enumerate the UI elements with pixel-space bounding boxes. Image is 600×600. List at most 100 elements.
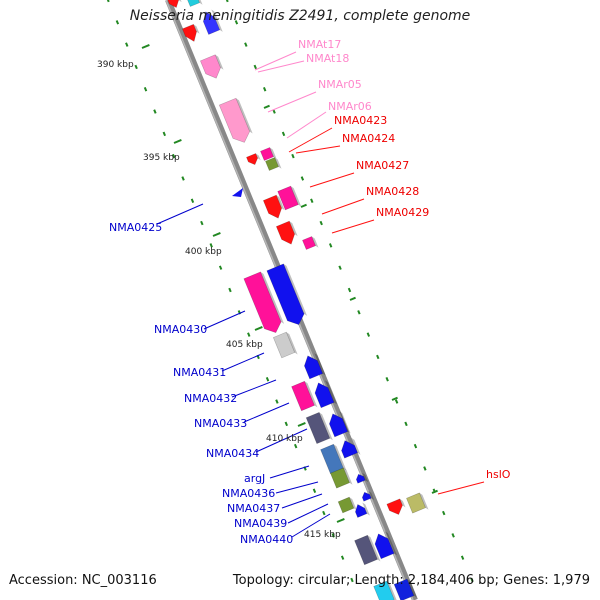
inner-dotted-ring	[322, 510, 326, 516]
outer-dotted-ring	[394, 399, 399, 404]
gene-hslo	[406, 492, 426, 514]
gene-nma0431-shade	[314, 353, 326, 376]
gene-bottom-blue	[393, 578, 415, 600]
gene-label-nma0433[interactable]: NMA0433	[194, 417, 247, 430]
outer-dotted-ring	[451, 533, 455, 538]
gene-nma0432	[291, 380, 315, 412]
gene-top-blue	[202, 11, 221, 35]
gene-small-blue-1	[355, 473, 366, 484]
gene-nmat-red	[182, 23, 197, 42]
gene-label-nma0425[interactable]: NMA0425	[109, 221, 162, 234]
gene-label-nma0437[interactable]: NMA0437	[227, 502, 280, 515]
leader-line	[291, 513, 331, 538]
inner-dotted-ring	[275, 399, 279, 404]
outer-dotted-ring	[442, 510, 446, 516]
gene-nmat-red-shade	[193, 24, 200, 34]
gene-nma0432-blue-shade	[324, 380, 338, 405]
gene-nma0431-grey-shade	[286, 332, 298, 355]
gene-label-nmat17[interactable]: NMAt17	[298, 38, 341, 51]
gene-nma0424	[265, 157, 279, 171]
kbp-label: 415 kbp	[304, 530, 341, 540]
gene-label-nma0427[interactable]: NMA0427	[356, 159, 409, 172]
gene-label-nma0431[interactable]: NMA0431	[173, 366, 226, 379]
gene-nma0431	[304, 355, 324, 380]
accession-text: Accession: NC_003116	[9, 573, 157, 588]
gene-label-nma0440[interactable]: NMA0440	[240, 533, 293, 546]
gene-nma0439-shade	[362, 502, 370, 516]
gene-nma0430-blue	[266, 263, 305, 326]
inner-dotted-ring	[153, 109, 157, 114]
leader-line	[275, 481, 319, 494]
label-leader-lines	[156, 51, 485, 538]
gene-label-nma0429[interactable]: NMA0429	[376, 206, 429, 219]
gene-argj-shade	[343, 467, 353, 485]
outer-dotted-ring	[281, 131, 286, 137]
kbp-label: 405 kbp	[226, 340, 263, 350]
leader-line	[331, 219, 375, 234]
gene-nma0434-shade	[333, 444, 347, 471]
inner-dotted-ring	[106, 0, 110, 3]
outer-dotted-ring	[291, 153, 295, 159]
leader-line	[254, 51, 297, 71]
gene-label-argj[interactable]: argJ	[244, 472, 265, 485]
gene-label-nmar06[interactable]: NMAr06	[328, 100, 372, 113]
gene-label-nma0439[interactable]: NMA0439	[234, 517, 287, 530]
gene-label-nma0434[interactable]: NMA0434	[206, 447, 259, 460]
leader-line	[281, 493, 323, 509]
dotted-rings	[106, 0, 474, 583]
outer-dotted-ring	[244, 42, 248, 47]
gene-bottom-blue-shade	[407, 579, 417, 598]
inner-dotted-ring	[247, 332, 251, 337]
outer-dotted-ring	[347, 287, 352, 293]
leader-line	[288, 127, 333, 153]
gene-label-nma0432[interactable]: NMA0432	[184, 392, 237, 405]
leader-line	[257, 60, 305, 73]
gene-nma0429-shade	[311, 236, 319, 248]
gene-label-nmat18[interactable]: NMAt18	[306, 52, 349, 65]
inner-dotted-ring	[218, 265, 223, 270]
gene-nma0430-pink	[243, 271, 282, 334]
gene-hslo-red	[386, 498, 403, 515]
kbp-tick	[173, 139, 182, 144]
gene-nma0428	[277, 185, 299, 211]
outer-tick	[300, 203, 307, 208]
gene-label-nma0428[interactable]: NMA0428	[366, 185, 419, 198]
kbp-tick	[297, 422, 306, 427]
inner-dotted-ring	[134, 64, 138, 70]
gene-nma0425-red-shade	[276, 195, 285, 211]
outer-dotted-ring	[328, 243, 333, 248]
outer-dotted-ring	[300, 176, 305, 181]
kbp-label: 400 kbp	[185, 247, 222, 257]
gene-nma0427-shade	[289, 221, 298, 237]
inner-dotted-ring	[181, 176, 185, 181]
gene-nma0427	[275, 220, 295, 245]
kbp-tick	[141, 44, 150, 49]
inner-dotted-ring	[190, 198, 195, 204]
gene-nma0425	[232, 188, 243, 197]
gene-label-nma0430[interactable]: NMA0430	[154, 323, 207, 336]
leader-line	[267, 91, 317, 113]
gene-label-nma0424[interactable]: NMA0424	[342, 132, 395, 145]
gene-label-nma0423[interactable]: NMA0423	[334, 114, 387, 127]
kbp-label: 395 kbp	[143, 153, 180, 163]
gene-nma0433-blue-shade	[339, 411, 351, 434]
outer-tick	[391, 396, 398, 401]
gene-nma0440	[354, 534, 378, 566]
gene-label-hslo[interactable]: hslO	[486, 468, 511, 481]
gene-nmat17-shade	[215, 54, 224, 70]
leader-line	[243, 402, 290, 423]
gene-nma0432-shade	[304, 381, 318, 408]
leader-line	[309, 172, 355, 188]
topology-text: Topology: circular; Length: 2,184,406 bp…	[232, 573, 590, 588]
gene-nma0433	[305, 411, 331, 445]
gene-label-nma0436[interactable]: NMA0436	[222, 487, 275, 500]
gene-nmat17	[200, 54, 221, 79]
gene-nma0429	[302, 236, 316, 250]
gene-nma0431-grey	[272, 331, 296, 359]
outer-dotted-ring	[310, 198, 314, 204]
gene-nma0437	[337, 496, 355, 514]
gene-nma0423	[260, 147, 274, 161]
gene-label-nmar05[interactable]: NMAr05	[318, 78, 362, 91]
kbp-label: 410 kbp	[266, 434, 303, 444]
